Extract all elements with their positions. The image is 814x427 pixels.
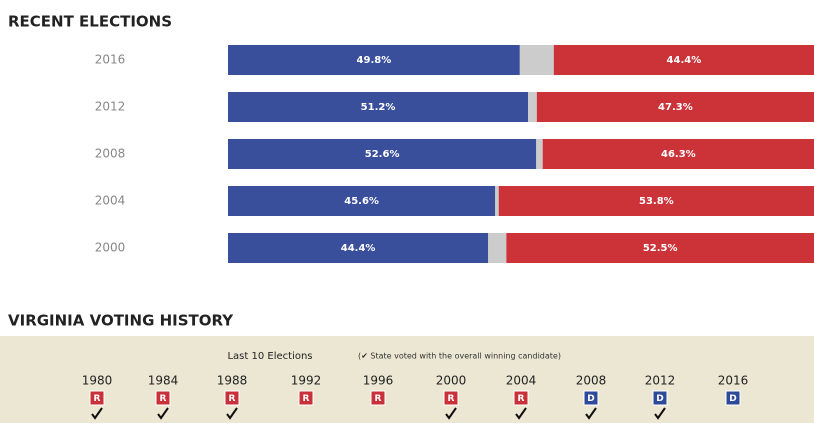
winner-check [91,407,103,420]
winner-check [226,407,238,420]
history-year: 2008 [576,374,607,388]
bar-segment [542,139,814,169]
year-label: 2000 [95,241,126,255]
winner-check [585,407,597,420]
value-label: 52.6% [365,149,400,160]
party-letter: R [94,394,101,404]
party-letter: R [160,394,167,404]
bar-segment [228,139,537,169]
value-label: 46.3% [661,149,696,160]
winner-check [515,407,527,420]
bar-segment [228,233,489,263]
bar-segment [536,139,543,169]
party-letter: R [375,394,382,404]
bar-segment [536,92,814,122]
party-badge [155,390,171,406]
value-label: 53.8% [639,196,674,207]
party-letter: R [229,394,236,404]
party-letter: R [303,394,310,404]
chart-title: RECENT ELECTIONS [8,13,172,31]
history-year: 1988 [217,374,248,388]
bar-segment [488,233,507,263]
party-letter: D [729,394,736,404]
value-label: 47.3% [658,102,693,113]
bar-segment [228,92,529,122]
value-label: 44.4% [667,55,702,66]
value-label: 49.8% [357,55,392,66]
bar-segment [506,233,814,263]
bar-segment [553,45,814,75]
history-year: 1980 [82,374,113,388]
history-note: (✔ State voted with the overall winning … [358,352,561,361]
party-badge [725,390,741,406]
history-year: 1996 [363,374,394,388]
bar-segment [228,45,520,75]
winner-check [157,407,169,420]
party-badge [583,390,599,406]
history-year: 2012 [645,374,676,388]
year-label: 2016 [95,53,126,67]
party-badge [224,390,240,406]
party-letter: D [587,394,594,404]
party-badge [89,390,105,406]
winner-check [445,407,457,420]
party-letter: D [656,394,663,404]
bar-segment [495,186,499,216]
value-label: 45.6% [344,196,379,207]
history-title: VIRGINIA VOTING HISTORY [8,312,234,330]
value-label: 52.5% [643,243,678,254]
party-badge [298,390,314,406]
bar-segment [528,92,537,122]
party-letter: R [448,394,455,404]
bar-segment [519,45,554,75]
history-year: 2016 [718,374,749,388]
value-label: 44.4% [341,243,376,254]
history-panel [0,336,814,423]
party-badge [443,390,459,406]
history-subtitle: Last 10 Elections [227,351,312,362]
year-label: 2008 [95,147,126,161]
year-label: 2012 [95,100,126,114]
party-badge [652,390,668,406]
winner-check [654,407,666,420]
history-year: 1984 [148,374,179,388]
history-year: 1992 [291,374,322,388]
party-letter: R [518,394,525,404]
party-badge [513,390,529,406]
history-year: 2000 [436,374,467,388]
value-label: 51.2% [361,102,396,113]
year-label: 2004 [95,194,126,208]
bar-segment [498,186,814,216]
history-year: 2004 [506,374,537,388]
party-badge [370,390,386,406]
bar-segment [228,186,496,216]
